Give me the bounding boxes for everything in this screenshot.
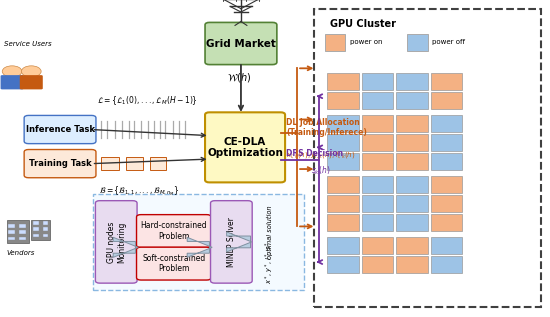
- Text: Inference Task: Inference Task: [25, 125, 95, 134]
- Polygon shape: [227, 232, 252, 252]
- Bar: [150, 157, 166, 171]
- Text: Vendors: Vendors: [6, 250, 35, 256]
- Bar: [362, 195, 393, 212]
- Bar: [397, 176, 427, 193]
- Bar: [42, 234, 48, 237]
- Circle shape: [21, 66, 41, 77]
- Bar: [314, 10, 541, 307]
- Bar: [431, 176, 462, 193]
- Bar: [407, 34, 427, 51]
- Bar: [101, 157, 119, 171]
- Bar: [327, 134, 359, 151]
- FancyBboxPatch shape: [205, 23, 277, 65]
- Text: DL Job Allocation
(Training/Inferece): DL Job Allocation (Training/Inferece): [286, 118, 367, 137]
- Bar: [431, 73, 462, 90]
- Text: $x_{l,k}(h), y_{l,k}(h), l_{l,k}(h)$: $x_{l,k}(h), y_{l,k}(h), l_{l,k}(h)$: [286, 151, 356, 160]
- FancyBboxPatch shape: [205, 112, 285, 182]
- Bar: [431, 237, 462, 254]
- Text: $x^*, y^*, l^*, s^*$: $x^*, y^*, l^*, s^*$: [263, 241, 276, 283]
- Bar: [42, 227, 48, 231]
- Bar: [431, 195, 462, 212]
- Bar: [19, 224, 26, 228]
- Text: Training Task: Training Task: [29, 159, 91, 168]
- Bar: [327, 73, 359, 90]
- FancyBboxPatch shape: [136, 215, 211, 248]
- FancyBboxPatch shape: [24, 115, 96, 144]
- Bar: [397, 256, 427, 273]
- FancyBboxPatch shape: [136, 247, 211, 280]
- Text: CE-DLA
Optimization: CE-DLA Optimization: [207, 137, 283, 158]
- Bar: [33, 227, 39, 231]
- Bar: [397, 237, 427, 254]
- Bar: [8, 236, 15, 240]
- Text: Soft-constrained
Problem: Soft-constrained Problem: [142, 254, 205, 273]
- Circle shape: [2, 66, 22, 77]
- Bar: [431, 214, 462, 231]
- Polygon shape: [187, 237, 212, 257]
- Bar: [431, 134, 462, 151]
- Polygon shape: [113, 237, 138, 257]
- Text: optimal solution: optimal solution: [266, 206, 272, 259]
- Bar: [431, 153, 462, 170]
- Bar: [327, 115, 359, 132]
- Bar: [327, 214, 359, 231]
- Bar: [397, 195, 427, 212]
- Bar: [431, 92, 462, 109]
- Bar: [8, 224, 15, 228]
- Bar: [362, 73, 393, 90]
- Text: $s_k(h)$: $s_k(h)$: [311, 164, 331, 177]
- Bar: [362, 153, 393, 170]
- Text: power on: power on: [350, 39, 382, 45]
- Bar: [126, 157, 142, 171]
- Bar: [397, 73, 427, 90]
- Bar: [33, 234, 39, 237]
- Bar: [362, 237, 393, 254]
- Bar: [327, 256, 359, 273]
- FancyBboxPatch shape: [211, 201, 252, 283]
- Bar: [327, 237, 359, 254]
- Bar: [93, 194, 304, 290]
- Bar: [327, 153, 359, 170]
- Text: GPU nodes
Monitoring: GPU nodes Monitoring: [107, 221, 126, 262]
- Bar: [362, 176, 393, 193]
- FancyBboxPatch shape: [1, 75, 24, 89]
- Bar: [362, 92, 393, 109]
- Bar: [362, 214, 393, 231]
- Bar: [431, 115, 462, 132]
- Text: DRS Decision: DRS Decision: [286, 149, 343, 158]
- Bar: [431, 256, 462, 273]
- Bar: [397, 153, 427, 170]
- Bar: [362, 134, 393, 151]
- Bar: [42, 221, 48, 225]
- Bar: [33, 221, 39, 225]
- FancyBboxPatch shape: [20, 75, 43, 89]
- Text: $\mathcal{B}=\{\mathcal{B}_{1,1},...,\mathcal{B}_{M,n_M}\}$: $\mathcal{B}=\{\mathcal{B}_{1,1},...,\ma…: [98, 184, 179, 197]
- Text: power off: power off: [432, 39, 465, 45]
- Bar: [362, 256, 393, 273]
- Bar: [327, 92, 359, 109]
- Text: Grid Market: Grid Market: [206, 38, 276, 49]
- FancyBboxPatch shape: [95, 201, 137, 283]
- Bar: [397, 115, 427, 132]
- Text: $\boldsymbol{\mathcal{W}}(h)$: $\boldsymbol{\mathcal{W}}(h)$: [227, 71, 251, 84]
- Bar: [19, 236, 26, 240]
- Bar: [324, 34, 345, 51]
- Text: Hard-constrained
Problem: Hard-constrained Problem: [140, 221, 207, 241]
- Text: Service Users: Service Users: [4, 41, 52, 47]
- Text: MINLP Solver: MINLP Solver: [227, 217, 236, 267]
- Bar: [397, 92, 427, 109]
- Bar: [7, 220, 29, 243]
- Bar: [31, 220, 51, 240]
- FancyBboxPatch shape: [24, 150, 96, 178]
- Text: $\mathcal{L}=\{\mathcal{L}_1(0),...,\mathcal{L}_M(H-1)\}$: $\mathcal{L}=\{\mathcal{L}_1(0),...,\mat…: [97, 94, 198, 107]
- Bar: [397, 214, 427, 231]
- Bar: [8, 230, 15, 234]
- Bar: [397, 134, 427, 151]
- Text: GPU Cluster: GPU Cluster: [330, 19, 396, 29]
- Bar: [327, 176, 359, 193]
- Bar: [19, 230, 26, 234]
- Bar: [327, 195, 359, 212]
- Bar: [362, 115, 393, 132]
